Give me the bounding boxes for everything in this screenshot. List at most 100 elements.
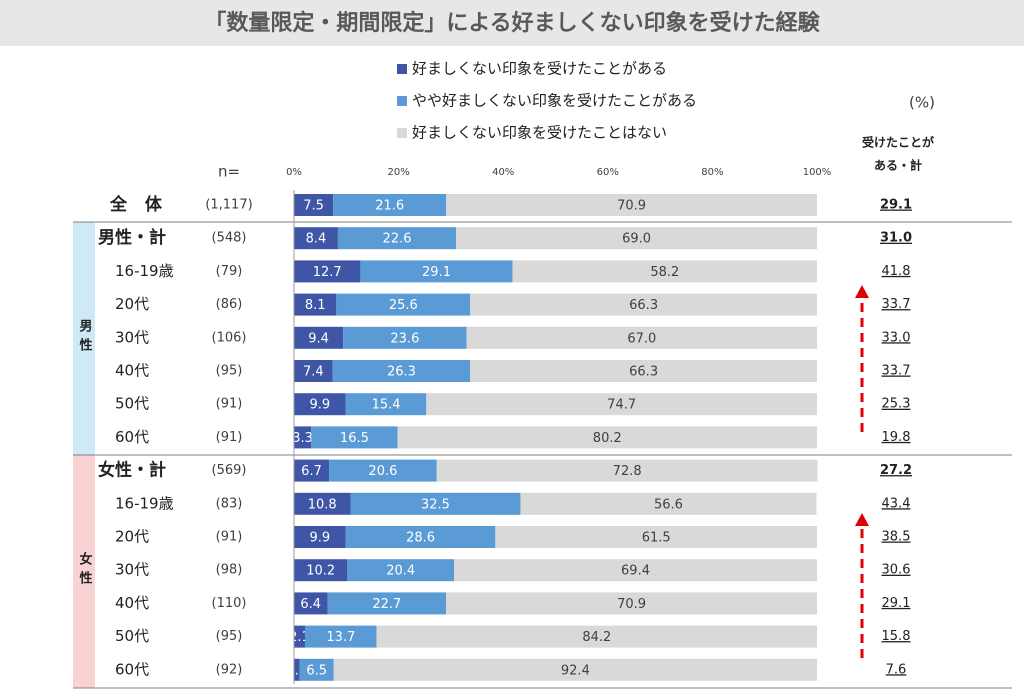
- total-value: 7.6: [886, 662, 907, 677]
- bar-segment: [294, 426, 312, 449]
- value-label: 58.2: [650, 265, 679, 280]
- bar-segment: [333, 194, 447, 216]
- value-label: 16.5: [340, 431, 369, 446]
- n-value: (548): [212, 231, 247, 246]
- n-value: (95): [216, 629, 243, 644]
- value-label: 6.7: [301, 464, 322, 479]
- value-label: 69.0: [622, 232, 651, 247]
- total-header: 受けたことが: [862, 135, 934, 150]
- total-value: 33.0: [882, 330, 911, 345]
- x-tick-label: 80%: [701, 167, 723, 178]
- x-tick-label: 0%: [286, 167, 302, 178]
- bar-segment: [345, 393, 427, 416]
- bar-segment: [520, 492, 817, 515]
- title-band: [0, 0, 1024, 46]
- value-label: 7.5: [303, 199, 324, 214]
- bar-segment: [345, 526, 496, 548]
- category-label: 16-19歳: [115, 494, 174, 512]
- value-label: 28.6: [406, 531, 435, 546]
- value-label: 29.1: [422, 265, 451, 280]
- value-label: 9.9: [310, 531, 331, 546]
- n-value: (569): [212, 463, 247, 478]
- value-label: 56.6: [654, 497, 683, 512]
- n-value: (91): [216, 397, 243, 412]
- bar-segment: [299, 658, 334, 681]
- bar-segment: [332, 360, 471, 382]
- bar-segment: [294, 658, 300, 681]
- category-label: 60代: [115, 428, 149, 446]
- bar-segment: [294, 625, 305, 648]
- bar-segment: [294, 194, 334, 216]
- n-value: (110): [212, 596, 247, 611]
- total-value: 33.7: [882, 297, 911, 312]
- value-label: 10.8: [308, 497, 337, 512]
- total-value: 43.4: [882, 496, 911, 511]
- value-label: 22.6: [383, 232, 412, 247]
- total-value: 41.8: [882, 264, 911, 279]
- value-label: 9.9: [310, 398, 331, 413]
- category-label: 男性・計: [98, 227, 166, 248]
- bar-segment: [426, 393, 817, 416]
- bar-segment: [336, 293, 471, 316]
- value-label: 66.3: [629, 298, 658, 313]
- female-band: [73, 455, 95, 688]
- category-label: 女性・計: [98, 460, 166, 481]
- value-label: 80.2: [593, 431, 622, 446]
- category-label: 40代: [115, 362, 149, 380]
- total-value: 30.6: [882, 563, 911, 578]
- bar-segment: [350, 492, 521, 515]
- value-label: 9.4: [308, 331, 329, 346]
- x-tick-label: 20%: [387, 167, 409, 178]
- total-value: 19.8: [882, 430, 911, 445]
- value-label: 8.4: [306, 232, 327, 247]
- value-label: 61.5: [642, 531, 671, 546]
- male-band: [73, 222, 95, 455]
- bar-segment: [327, 592, 447, 615]
- value-label: 84.2: [582, 630, 611, 645]
- value-label: 22.7: [372, 597, 401, 612]
- bar-segment: [294, 293, 337, 316]
- n-value: (91): [216, 530, 243, 545]
- n-value: (79): [216, 264, 243, 279]
- value-label: 92.4: [561, 663, 590, 678]
- category-label: 20代: [115, 528, 149, 546]
- legend-label: 好ましくない印象を受けたことはない: [412, 124, 667, 142]
- n-value: (1,117): [205, 198, 252, 213]
- value-label: 3.3: [292, 431, 313, 446]
- total-value: 15.8: [882, 629, 911, 644]
- category-label: 全 体: [109, 194, 168, 215]
- total-value: 25.3: [882, 397, 911, 412]
- value-label: 8.1: [305, 298, 326, 313]
- bar-segment: [337, 227, 457, 250]
- n-value: (92): [216, 662, 243, 677]
- value-label: 23.6: [390, 331, 419, 346]
- value-label: 15.4: [372, 398, 401, 413]
- bar-segment: [446, 592, 817, 615]
- value-label: 26.3: [387, 365, 416, 380]
- bar-segment: [470, 293, 817, 316]
- bar-segment: [294, 260, 361, 283]
- bar-segment: [436, 459, 818, 482]
- x-tick-label: 60%: [597, 167, 619, 178]
- value-label: 7.4: [303, 365, 324, 380]
- category-label: 30代: [115, 328, 149, 346]
- bar-segment: [294, 360, 333, 382]
- category-label: 50代: [115, 395, 149, 413]
- bar-segment: [304, 625, 377, 648]
- bar-segment: [294, 459, 330, 482]
- legend-swatch: [397, 96, 407, 106]
- group-label: 男性: [77, 319, 93, 357]
- bar-segment: [329, 459, 437, 482]
- total-value: 38.5: [882, 530, 911, 545]
- value-label: 25.6: [389, 298, 418, 313]
- bar-segment: [397, 426, 817, 449]
- value-label: 70.9: [617, 199, 646, 214]
- n-value: (83): [216, 496, 243, 511]
- bar-segment: [456, 227, 817, 250]
- bar-segment: [333, 658, 817, 681]
- value-label: 6.5: [306, 663, 327, 678]
- n-value: (91): [216, 430, 243, 445]
- value-label: 74.7: [607, 398, 636, 413]
- legend-swatch: [397, 128, 407, 138]
